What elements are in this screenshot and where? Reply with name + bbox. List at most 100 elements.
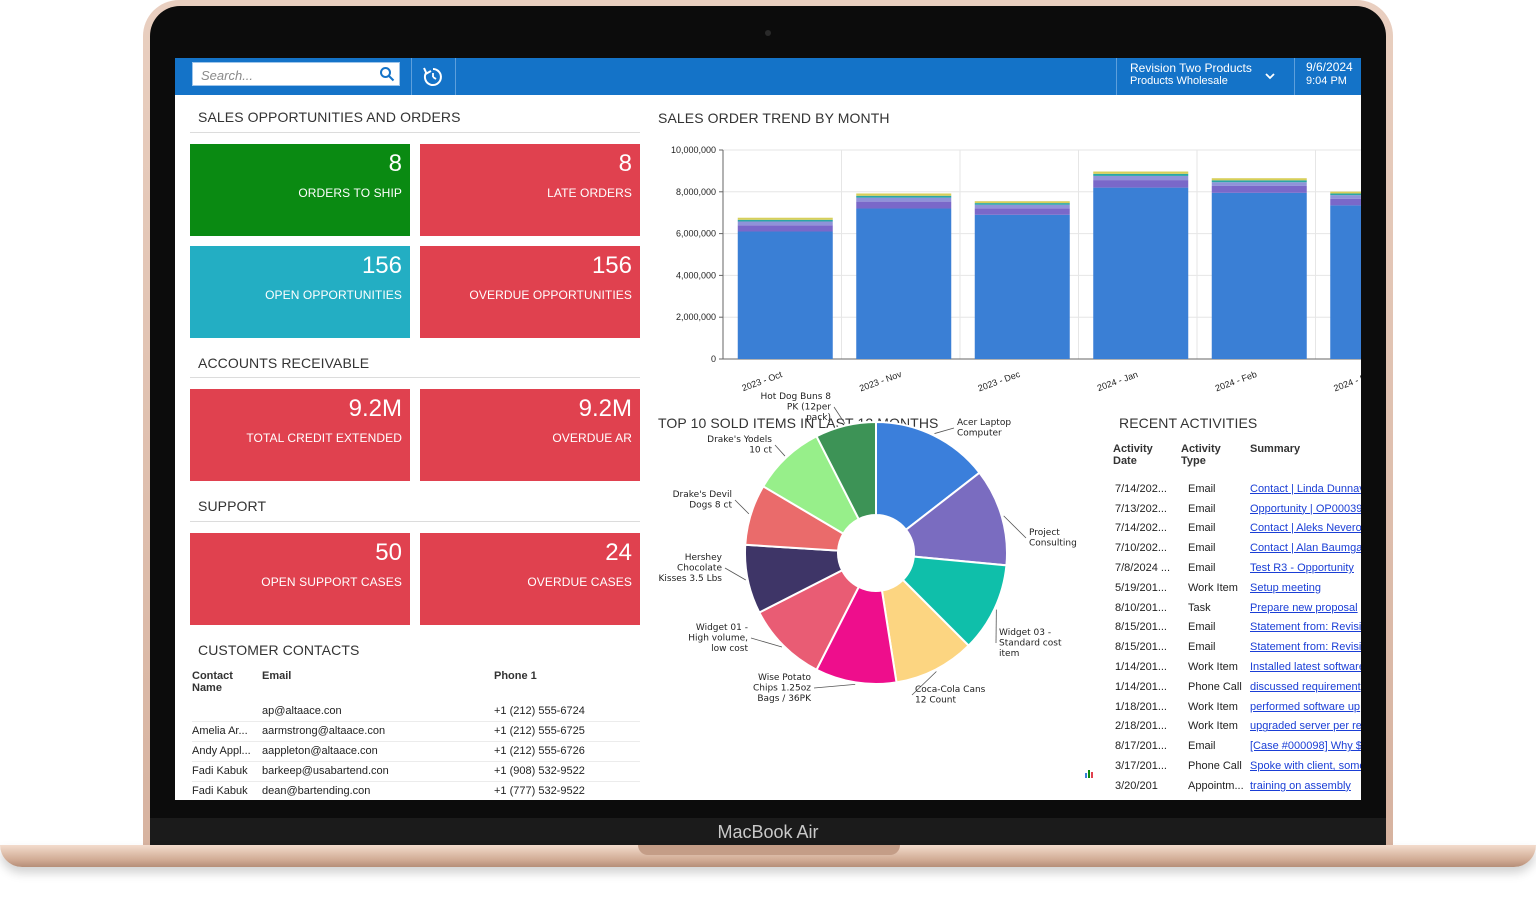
activity-summary-link[interactable]: Spoke with client, some (1250, 760, 1361, 773)
bar-segment (974, 201, 1070, 204)
tile-late-orders[interactable]: 8 LATE ORDERS (420, 144, 640, 236)
refresh-icon[interactable] (420, 64, 446, 90)
table-row[interactable]: 8/10/201... Task Prepare new proposal (1113, 598, 1361, 618)
pie-leader-line (750, 637, 783, 648)
table-row[interactable]: 8/17/201... Email [Case #000098] Why $ (1113, 736, 1361, 756)
divider (190, 377, 640, 378)
search-icon[interactable] (379, 66, 395, 82)
tile-value: 50 (375, 539, 402, 566)
activity-date: 8/15/201... (1115, 621, 1167, 634)
activity-type: Work Item (1188, 720, 1238, 733)
tile-value: 8 (618, 150, 632, 177)
activity-date: 1/18/201... (1115, 700, 1167, 713)
col-header-summary[interactable]: Summary (1250, 443, 1301, 455)
activity-summary-link[interactable]: Setup meeting (1250, 581, 1321, 594)
activity-summary-link[interactable]: Test R3 - Opportunity (1250, 562, 1354, 575)
table-header-row: Contact Name Email Phone 1 (192, 670, 640, 701)
tile-label: OPEN OPPORTUNITIES (265, 288, 402, 302)
activity-summary-link[interactable]: Contact | Linda Dunnav (1250, 482, 1361, 495)
activity-summary-link[interactable]: Installed latest software (1250, 661, 1361, 674)
col-header-phone[interactable]: Phone 1 (494, 670, 537, 682)
col-header-activity-date[interactable]: Activity Date (1113, 443, 1153, 467)
activity-summary-link[interactable]: Statement from: Revisi (1250, 641, 1361, 654)
activity-summary-link[interactable]: [Case #000098] Why $ (1250, 740, 1361, 753)
company-selector[interactable]: Revision Two Products Products Wholesale (1130, 62, 1252, 88)
activity-summary-cell: Opportunity | OP00039 (1250, 499, 1361, 519)
activity-date: 7/14/202... (1115, 522, 1167, 535)
bar-segment (1211, 185, 1307, 193)
col-header-contact-name[interactable]: Contact Name (192, 670, 233, 694)
divider (1294, 58, 1295, 95)
col-header-email[interactable]: Email (262, 670, 292, 682)
table-row[interactable]: Andy Appl... aappleton@altaace.con +1 (2… (192, 741, 640, 762)
activity-summary-link[interactable]: Contact | Aleks Nevero (1250, 522, 1361, 535)
table-row[interactable]: Amelia Ar... aarmstrong@altaace.con +1 (… (192, 721, 640, 742)
table-row[interactable]: 3/17/201... Phone Call Spoke with client, … (1113, 756, 1361, 776)
bar-segment (1330, 193, 1361, 196)
col-header-activity-type[interactable]: Activity Type (1181, 443, 1221, 467)
tile-open-support-cases[interactable]: 50 OPEN SUPPORT CASES (190, 533, 410, 625)
search-input[interactable] (199, 64, 373, 86)
activity-summary-link[interactable]: Statement from: Revisi (1250, 621, 1361, 634)
contact-phone: +1 (908) 532-9522 (494, 761, 640, 782)
bar-segment (974, 204, 1070, 209)
bar-segment (974, 208, 1070, 215)
table-row[interactable]: Fadi Kabuk dean@bartending.con +1 (777) … (192, 781, 640, 800)
bar-segment (856, 195, 952, 198)
table-row[interactable]: Fadi Kabuk barkeep@usabartend.con +1 (90… (192, 761, 640, 782)
table-row[interactable]: 7/14/202... Email Contact | Aleks Nevero (1113, 519, 1361, 539)
activity-type: Task (1188, 601, 1211, 614)
activity-date: 7/8/2024 ... (1115, 562, 1171, 575)
contact-email: aappleton@altaace.con (262, 741, 494, 762)
device-label: MacBook Air (150, 818, 1386, 846)
chevron-down-icon[interactable] (1264, 70, 1276, 82)
bar-segment (737, 231, 833, 359)
table-row[interactable]: 7/14/202... Email Contact | Linda Dunnav (1113, 479, 1361, 499)
section-title-contacts: CUSTOMER CONTACTS (198, 642, 360, 658)
table-row[interactable]: 7/10/202... Email Contact | Alan Baumga (1113, 538, 1361, 558)
tile-overdue-opportunities[interactable]: 156 OVERDUE OPPORTUNITIES (420, 246, 640, 338)
activity-summary-link[interactable]: Prepare new proposal (1250, 601, 1358, 614)
contact-email: aarmstrong@altaace.con (262, 721, 494, 742)
table-row[interactable]: 5/19/201... Work Item Setup meeting (1113, 578, 1361, 598)
table-row[interactable]: 8/15/201... Email Statement from: Revisi (1113, 637, 1361, 657)
tile-total-credit-extended[interactable]: 9.2M TOTAL CREDIT EXTENDED (190, 389, 410, 481)
activity-summary-link[interactable]: performed software up (1250, 700, 1361, 713)
activity-type: Email (1188, 562, 1216, 575)
search-box[interactable] (192, 62, 400, 86)
table-row[interactable]: 8/15/201... Email Statement from: Revisi (1113, 618, 1361, 638)
laptop-notch (638, 845, 900, 855)
pie-label: Project ConsultingProject Consulting (1029, 528, 1077, 549)
top-items-pie-chart: Acer Laptop ComputerAcer Laptop Computer P… (659, 392, 1077, 706)
bar-segment (1093, 180, 1189, 188)
activity-summary-cell: Statement from: Revisi (1250, 637, 1361, 657)
table-row[interactable]: 2/18/201... Work Item upgraded server per … (1113, 717, 1361, 737)
activity-summary-link[interactable]: upgraded server per re (1250, 720, 1361, 733)
activity-summary-link[interactable]: discussed requirement (1250, 680, 1361, 693)
activity-summary-cell: Spoke with client, some (1250, 756, 1361, 776)
tile-overdue-cases[interactable]: 24 OVERDUE CASES (420, 533, 640, 625)
activity-summary-link[interactable]: Contact | Alan Baumga (1250, 542, 1361, 555)
table-row[interactable]: 7/13/202... Email Opportunity | OP00039 (1113, 499, 1361, 519)
tile-overdue-ar[interactable]: 9.2M OVERDUE AR (420, 389, 640, 481)
activity-summary-link[interactable]: Opportunity | OP00039 (1250, 502, 1361, 515)
activity-summary-link[interactable]: training on assembly (1250, 779, 1351, 792)
table-row[interactable]: 1/18/201... Work Item performed software u… (1113, 697, 1361, 717)
tile-open-opportunities[interactable]: 156 OPEN OPPORTUNITIES (190, 246, 410, 338)
top-bar: Revision Two Products Products Wholesale… (175, 58, 1361, 95)
divider (411, 58, 412, 95)
chart-title-trend: SALES ORDER TREND BY MONTH (658, 110, 890, 126)
chart-type-icon[interactable] (1084, 767, 1096, 779)
pie-slice (815, 420, 877, 521)
table-row[interactable]: 7/8/2024 ... Email Test R3 - Opportunity (1113, 558, 1361, 578)
table-row[interactable]: 1/14/201... Work Item Installed latest sof… (1113, 657, 1361, 677)
table-row[interactable]: ap@altaace.con +1 (212) 555-6724 (192, 701, 640, 722)
tile-orders-to-ship[interactable]: 8 ORDERS TO SHIP (190, 144, 410, 236)
contact-name: Andy Appl... (192, 741, 262, 762)
tile-label: OPEN SUPPORT CASES (261, 575, 402, 589)
table-row[interactable]: 1/14/201... Phone Call discussed requireme… (1113, 677, 1361, 697)
pie-leader-line (774, 444, 786, 457)
business-date[interactable]: 9/6/2024 9:04 PM (1306, 60, 1353, 88)
table-row[interactable]: 3/20/201 Appointm... training on assembly (1113, 776, 1361, 796)
